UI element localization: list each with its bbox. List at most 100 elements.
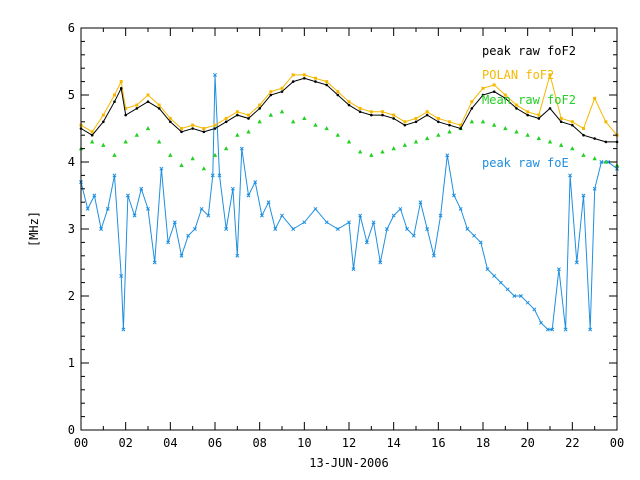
data-point (113, 93, 116, 97)
data-point (268, 112, 274, 117)
y-axis-ticks: 0 1 2 3 4 5 6 (68, 21, 617, 437)
data-point (505, 287, 510, 292)
data-point (347, 103, 351, 107)
data-point (145, 126, 151, 131)
data-point (239, 146, 244, 151)
data-point (159, 166, 164, 171)
data-point (592, 156, 597, 161)
data-point (102, 120, 105, 124)
data-point (123, 139, 128, 144)
data-point (230, 186, 235, 191)
data-point (92, 193, 97, 198)
x-tick-label: 00 (74, 436, 88, 450)
data-point (438, 213, 443, 218)
data-point (431, 253, 436, 258)
data-point (503, 93, 507, 97)
data-point (124, 113, 127, 117)
data-point (447, 129, 452, 134)
data-point (166, 240, 171, 245)
data-point (448, 123, 451, 127)
data-point (559, 120, 563, 124)
data-point (402, 142, 408, 147)
data-point (180, 127, 183, 130)
data-point (558, 142, 564, 147)
data-point (235, 253, 240, 258)
data-point (101, 142, 106, 147)
data-point (582, 133, 585, 137)
data-point (324, 126, 329, 131)
data-point (570, 146, 575, 151)
data-point (119, 80, 123, 84)
y-axis-label: [MHz] (27, 211, 41, 247)
data-point (201, 166, 207, 171)
data-point (258, 103, 262, 107)
data-point (119, 273, 124, 278)
data-point (369, 152, 374, 157)
data-point (581, 152, 586, 157)
data-point (112, 173, 117, 178)
data-point (179, 162, 184, 167)
data-point (458, 206, 463, 211)
y-tick-label: 2 (68, 289, 75, 303)
data-point (157, 103, 161, 107)
data-point (503, 126, 508, 131)
data-point (548, 107, 552, 110)
y-tick-label: 4 (68, 155, 75, 169)
data-point (291, 227, 296, 231)
data-point (213, 72, 217, 77)
data-point (213, 127, 217, 130)
data-point (336, 93, 340, 97)
data-point (290, 119, 296, 124)
data-point (186, 233, 191, 238)
data-point (85, 206, 90, 211)
data-point (168, 116, 172, 120)
data-point (134, 132, 140, 137)
data-point (381, 110, 384, 114)
data-point (571, 123, 574, 127)
data-point (146, 93, 150, 97)
data-point (113, 100, 116, 103)
data-point (448, 120, 451, 124)
data-point (191, 123, 195, 127)
data-point (413, 139, 419, 144)
data-point (539, 320, 544, 325)
data-point (465, 227, 470, 231)
data-point (358, 106, 362, 110)
data-point (436, 132, 441, 137)
data-point (593, 96, 597, 100)
x-tick-label: 22 (565, 436, 579, 450)
data-point (99, 227, 104, 231)
data-point (206, 213, 211, 218)
data-point (514, 129, 519, 134)
data-point (224, 120, 228, 124)
data-point (498, 280, 503, 285)
x-axis-label: 13-JUN-2006 (309, 456, 388, 470)
data-point (90, 130, 94, 134)
data-point (247, 117, 250, 120)
data-point (556, 267, 561, 272)
data-point (324, 220, 329, 225)
data-point (156, 139, 162, 144)
data-point (235, 110, 239, 114)
legend-entry-mean-raw-fof2: Mean raw foF2 (482, 93, 576, 107)
data-point (581, 193, 586, 198)
series-line-peak-raw-fof2 (80, 77, 617, 143)
data-point (582, 127, 585, 130)
data-point (325, 83, 328, 87)
data-point (246, 129, 251, 134)
data-point (357, 149, 363, 154)
data-point (124, 106, 128, 110)
data-point (519, 294, 523, 298)
data-point (437, 120, 440, 124)
data-point (370, 113, 373, 117)
data-point (336, 90, 340, 94)
data-point (314, 76, 317, 80)
data-point (210, 173, 215, 178)
data-point (470, 107, 474, 110)
data-point (146, 100, 150, 103)
data-point (192, 227, 197, 231)
x-tick-label: 12 (342, 436, 356, 450)
data-point (588, 327, 593, 332)
data-point (168, 152, 173, 157)
data-point (152, 260, 157, 265)
